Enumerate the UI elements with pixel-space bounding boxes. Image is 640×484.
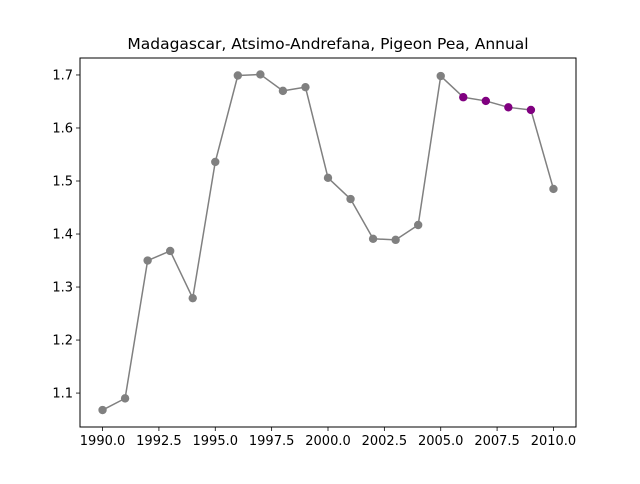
y-tick-label: 1.3 bbox=[52, 281, 73, 296]
data-point bbox=[346, 194, 355, 204]
data-point bbox=[120, 394, 130, 403]
data-point bbox=[526, 105, 536, 115]
data-point bbox=[368, 234, 378, 243]
x-tick-label: 2000.0 bbox=[305, 434, 351, 449]
data-point bbox=[165, 246, 175, 256]
y-tick-label: 1.1 bbox=[52, 387, 73, 402]
data-point bbox=[481, 96, 491, 106]
y-tick-label: 1.5 bbox=[52, 175, 73, 190]
data-point bbox=[413, 220, 423, 230]
x-tick-label: 2007.5 bbox=[474, 434, 520, 449]
x-tick-label: 1997.5 bbox=[249, 434, 295, 449]
data-point bbox=[278, 86, 288, 96]
y-axis: 1.1 1.2 1.3 1.4 1.5 1.6 1.7 bbox=[52, 68, 80, 402]
x-tick-label: 1992.5 bbox=[136, 434, 182, 449]
x-tick-label: 1990.0 bbox=[80, 434, 126, 449]
y-tick-label: 1.7 bbox=[52, 68, 73, 83]
data-point bbox=[256, 70, 265, 79]
data-point bbox=[323, 173, 333, 183]
data-point bbox=[301, 82, 310, 92]
data-point bbox=[504, 103, 513, 112]
series-line bbox=[102, 73, 555, 411]
data-point bbox=[459, 93, 468, 102]
data-point bbox=[233, 71, 243, 80]
y-tick-label: 1.4 bbox=[52, 228, 73, 243]
x-tick-label: 2005.0 bbox=[418, 434, 464, 449]
x-tick-label: 2010.0 bbox=[531, 434, 577, 449]
plot-area bbox=[98, 70, 558, 415]
data-point bbox=[98, 405, 107, 415]
data-point bbox=[143, 256, 152, 265]
x-tick-label: 1995.0 bbox=[193, 434, 239, 449]
chart-title: Madagascar, Atsimo-Andrefana, Pigeon Pea… bbox=[127, 35, 528, 53]
y-tick-label: 1.2 bbox=[52, 334, 73, 349]
data-point bbox=[211, 157, 220, 167]
x-axis: 1990.0 1992.5 1995.0 1997.5 2000.0 2002.5 2005… bbox=[80, 427, 576, 449]
data-point bbox=[549, 184, 558, 194]
x-tick-label: 2002.5 bbox=[362, 434, 408, 449]
data-point bbox=[188, 293, 197, 303]
data-point bbox=[391, 235, 400, 245]
y-tick-label: 1.6 bbox=[52, 121, 73, 136]
data-point bbox=[436, 71, 445, 81]
plot-frame bbox=[79, 57, 577, 428]
